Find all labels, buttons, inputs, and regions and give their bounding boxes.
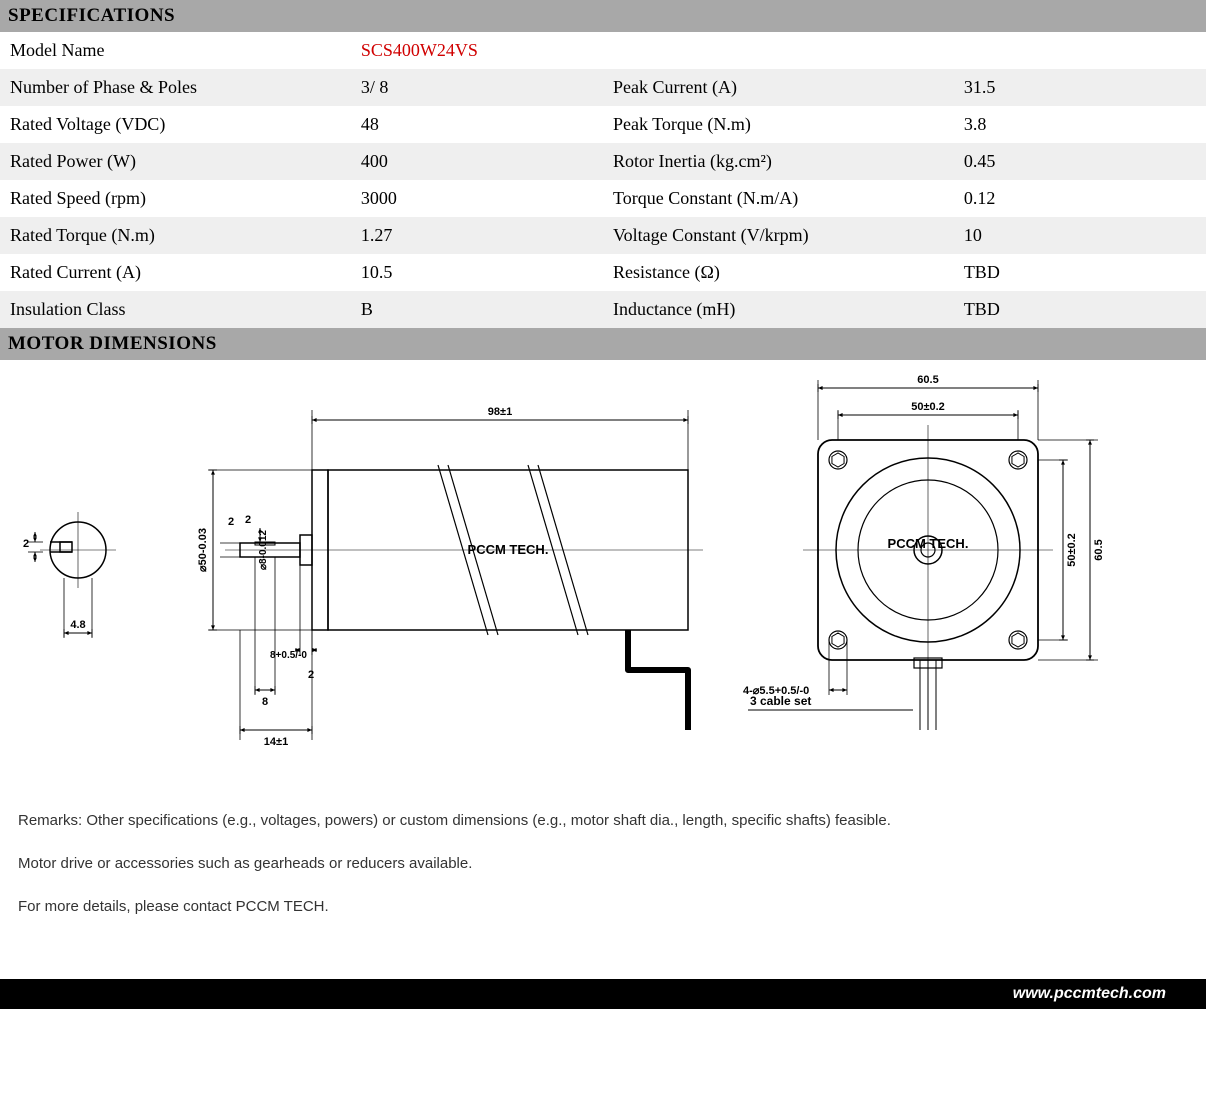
remarks-block: Remarks: Other specifications (e.g., vol… (0, 790, 1206, 979)
spec-label: Rated Torque (N.m) (0, 217, 351, 254)
svg-text:PCCM TECH.: PCCM TECH. (888, 536, 969, 551)
spec-row: Rated Current (A)10.5Resistance (Ω)TBD (0, 254, 1206, 291)
footer-url: www.pccmtech.com (0, 979, 1206, 1009)
spec-row: Rated Power (W)400Rotor Inertia (kg.cm²)… (0, 143, 1206, 180)
svg-text:2: 2 (23, 538, 29, 550)
specifications-header: SPECIFICATIONS (0, 0, 1206, 32)
spec-label: Model Name (0, 32, 351, 69)
spec-label: Peak Torque (N.m) (603, 106, 954, 143)
svg-text:50±0.2: 50±0.2 (911, 401, 945, 413)
remark-line: Motor drive or accessories such as gearh… (18, 853, 1188, 874)
spec-value: 10 (954, 217, 1206, 254)
spec-label: Insulation Class (0, 291, 351, 328)
svg-text:2: 2 (308, 669, 314, 681)
svg-text:60.5: 60.5 (917, 374, 938, 386)
spec-value: SCS400W24VS (351, 32, 603, 69)
svg-text:⌀50-0.03: ⌀50-0.03 (197, 528, 209, 572)
spec-row: Rated Torque (N.m)1.27Voltage Constant (… (0, 217, 1206, 254)
specifications-table: Model NameSCS400W24VSNumber of Phase & P… (0, 32, 1206, 328)
svg-text:14±1: 14±1 (264, 736, 288, 748)
svg-text:2: 2 (245, 514, 251, 526)
spec-label: Peak Current (A) (603, 69, 954, 106)
spec-value (954, 32, 1206, 69)
svg-text:4.8: 4.8 (70, 619, 85, 631)
svg-text:8+0.5/-0: 8+0.5/-0 (270, 650, 307, 661)
svg-text:60.5: 60.5 (1093, 539, 1105, 560)
spec-row: Rated Speed (rpm)3000Torque Constant (N.… (0, 180, 1206, 217)
spec-value: TBD (954, 254, 1206, 291)
svg-text:50±0.2: 50±0.2 (1066, 533, 1078, 567)
spec-label: Number of Phase & Poles (0, 69, 351, 106)
spec-label: Resistance (Ω) (603, 254, 954, 291)
spec-value: B (351, 291, 603, 328)
spec-label: Rated Voltage (VDC) (0, 106, 351, 143)
spec-value: 3.8 (954, 106, 1206, 143)
dimensions-drawing: 4.82PCCM TECH.98±114±1⌀50-0.03⌀8-0.01228… (0, 360, 1206, 790)
svg-text:98±1: 98±1 (488, 406, 512, 418)
spec-value: 1.27 (351, 217, 603, 254)
spec-label: Rated Speed (rpm) (0, 180, 351, 217)
spec-label: Torque Constant (N.m/A) (603, 180, 954, 217)
spec-value: 3000 (351, 180, 603, 217)
spec-value: 3/ 8 (351, 69, 603, 106)
spec-row: Rated Voltage (VDC)48Peak Torque (N.m)3.… (0, 106, 1206, 143)
remark-line: Remarks: Other specifications (e.g., vol… (18, 810, 1188, 831)
spec-value: 48 (351, 106, 603, 143)
spec-row: Number of Phase & Poles3/ 8Peak Current … (0, 69, 1206, 106)
spec-value: 0.12 (954, 180, 1206, 217)
spec-value: 31.5 (954, 69, 1206, 106)
dimensions-header: MOTOR DIMENSIONS (0, 328, 1206, 360)
spec-label: Rated Power (W) (0, 143, 351, 180)
remark-line: For more details, please contact PCCM TE… (18, 896, 1188, 917)
svg-text:8: 8 (262, 696, 268, 708)
spec-label: Rotor Inertia (kg.cm²) (603, 143, 954, 180)
spec-label (603, 32, 954, 69)
spec-value: TBD (954, 291, 1206, 328)
spec-value: 10.5 (351, 254, 603, 291)
spec-label: Inductance (mH) (603, 291, 954, 328)
svg-text:PCCM TECH.: PCCM TECH. (468, 542, 549, 557)
svg-text:2: 2 (228, 516, 234, 528)
spec-row: Insulation ClassBInductance (mH)TBD (0, 291, 1206, 328)
spec-label: Rated Current (A) (0, 254, 351, 291)
spec-row: Model NameSCS400W24VS (0, 32, 1206, 69)
spec-value: 0.45 (954, 143, 1206, 180)
spec-value: 400 (351, 143, 603, 180)
svg-text:4-⌀5.5+0.5/-0: 4-⌀5.5+0.5/-0 (743, 685, 809, 697)
spec-label: Voltage Constant (V/krpm) (603, 217, 954, 254)
